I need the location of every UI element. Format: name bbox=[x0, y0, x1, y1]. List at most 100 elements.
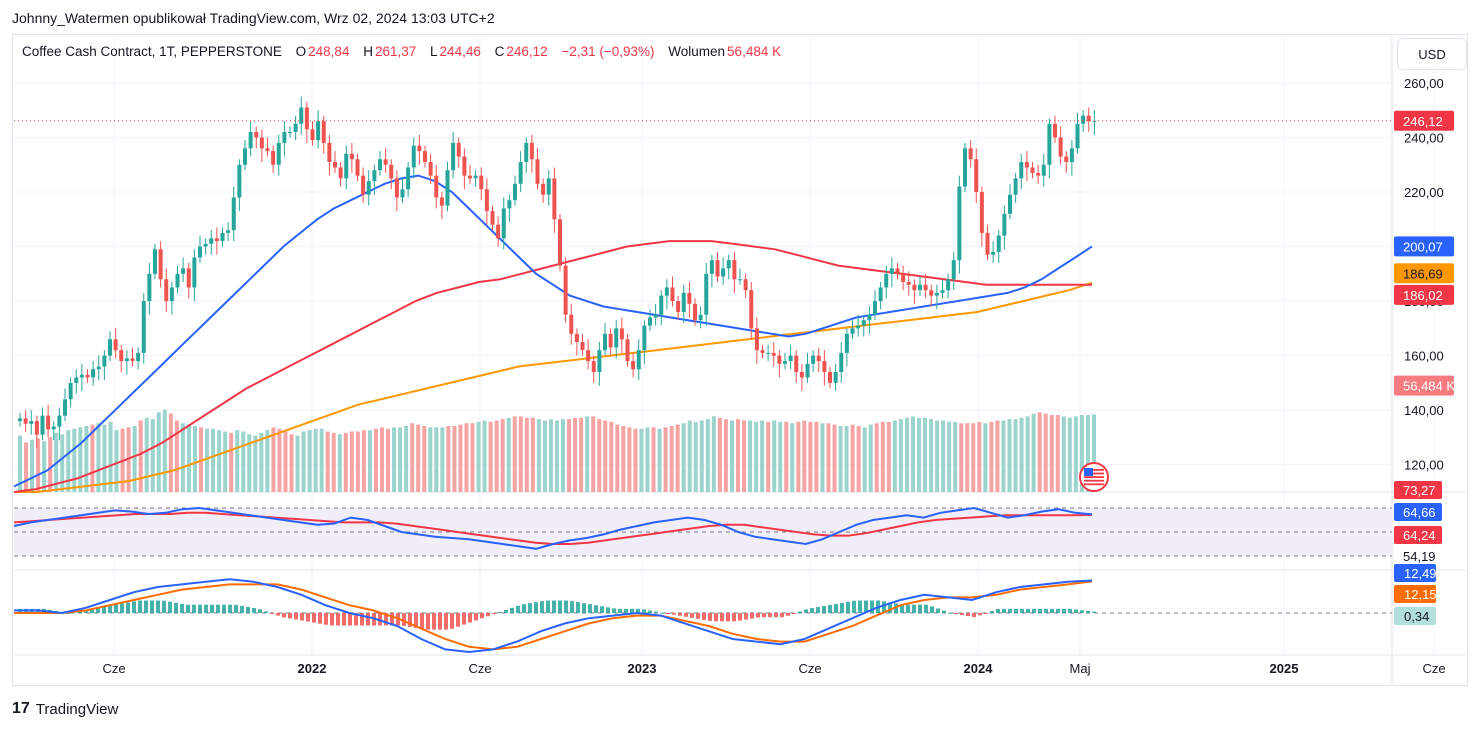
volume-bar bbox=[168, 413, 173, 492]
volume-bar bbox=[959, 423, 964, 492]
macd-histogram-bar bbox=[690, 613, 694, 618]
macd-histogram-bar bbox=[144, 600, 148, 613]
macd-histogram-bar bbox=[702, 613, 706, 620]
candle-body bbox=[777, 355, 782, 364]
tradingview-logo-icon[interactable]: 17 bbox=[12, 700, 30, 717]
macd-histogram-bar bbox=[696, 613, 700, 619]
candle-body bbox=[1008, 194, 1012, 214]
candle-body bbox=[259, 137, 264, 149]
tradingview-brand[interactable]: TradingView bbox=[35, 700, 119, 718]
symbol-name[interactable]: Coffee Cash Contract, 1T, PEPPERSTONE bbox=[22, 44, 282, 59]
candle-body bbox=[631, 361, 636, 370]
candle-body bbox=[108, 339, 112, 356]
macd-histogram-bar bbox=[900, 604, 904, 613]
volume-bar bbox=[524, 417, 529, 492]
volume-bar bbox=[561, 419, 566, 492]
volume-bar bbox=[307, 430, 312, 492]
candle-body bbox=[991, 252, 996, 255]
volume-bar bbox=[434, 427, 439, 492]
candle-body bbox=[760, 350, 765, 353]
macd-histogram-bar bbox=[558, 600, 562, 613]
candle-body bbox=[1058, 137, 1063, 157]
volume-bar bbox=[247, 434, 252, 492]
candle-body bbox=[51, 426, 56, 430]
volume-bar bbox=[796, 421, 801, 492]
macd-histogram-bar bbox=[522, 604, 526, 613]
candle-body bbox=[74, 377, 79, 383]
volume-bar bbox=[935, 420, 940, 492]
macd-signal-line bbox=[14, 580, 1093, 651]
macd-histogram-bar bbox=[984, 613, 988, 614]
macd-tag-label: 12,15 bbox=[1404, 587, 1437, 602]
volume-bar bbox=[60, 434, 65, 492]
volume-bar bbox=[910, 416, 915, 492]
candle-body bbox=[878, 287, 883, 302]
candle-body bbox=[963, 148, 967, 187]
candle-body bbox=[1019, 162, 1024, 179]
candle-body bbox=[799, 372, 804, 378]
rsi-tag-label: 64,24 bbox=[1403, 528, 1436, 543]
volume-bar bbox=[621, 426, 626, 492]
volume-bar bbox=[880, 421, 885, 492]
candle-body bbox=[1030, 167, 1035, 173]
candle-body bbox=[96, 366, 101, 370]
volume-bar bbox=[265, 430, 270, 492]
volume-bar bbox=[862, 427, 867, 492]
macd-histogram-bar bbox=[924, 604, 928, 613]
candle-body bbox=[822, 361, 827, 372]
rsi-tag bbox=[1394, 481, 1442, 499]
volume-bar bbox=[579, 417, 584, 492]
macd-histogram-bar bbox=[258, 609, 262, 613]
volume-bar bbox=[826, 423, 831, 492]
macd-histogram-bar bbox=[306, 613, 310, 622]
volume-bar bbox=[971, 423, 976, 492]
macd-histogram-bar bbox=[684, 613, 688, 617]
candle-body bbox=[709, 260, 714, 274]
volume-bar bbox=[603, 420, 608, 492]
macd-histogram-bar bbox=[402, 613, 406, 626]
currency-button[interactable]: USD bbox=[1397, 38, 1467, 70]
macd-histogram-bar bbox=[234, 604, 238, 613]
macd-histogram-bar bbox=[978, 613, 982, 616]
candle-body bbox=[636, 350, 641, 370]
price-tick-label: 140,00 bbox=[1404, 403, 1444, 418]
volume-bar bbox=[229, 432, 234, 492]
volume-bar bbox=[138, 420, 143, 492]
open-label: O bbox=[295, 44, 307, 59]
candle-body bbox=[895, 268, 900, 274]
candle-body bbox=[754, 328, 759, 351]
volume-bar bbox=[84, 426, 89, 492]
macd-histogram-bar bbox=[810, 608, 814, 613]
volume-bar bbox=[651, 427, 656, 492]
candle-body bbox=[586, 350, 591, 362]
candle-body bbox=[574, 333, 579, 342]
macd-histogram-bar bbox=[798, 611, 802, 613]
candle-body bbox=[198, 246, 202, 258]
macd-histogram-bar bbox=[336, 613, 340, 626]
volume-bar bbox=[386, 428, 391, 492]
price-tag bbox=[1394, 284, 1454, 305]
macd-histogram-bar bbox=[114, 604, 118, 613]
volume-bar bbox=[349, 431, 354, 492]
price-tag-label: 56,484 K bbox=[1403, 379, 1455, 394]
candle-body bbox=[366, 181, 371, 195]
rsi-tag bbox=[1394, 503, 1442, 521]
candle-body bbox=[451, 142, 456, 171]
volume-bar bbox=[627, 427, 632, 492]
candle-body bbox=[1047, 123, 1052, 165]
time-tick-label: 2024 bbox=[964, 661, 994, 676]
candle-body bbox=[243, 148, 247, 165]
candle-body bbox=[490, 211, 495, 225]
volume-bar bbox=[1037, 412, 1042, 492]
volume-bar bbox=[916, 417, 921, 492]
candle-body bbox=[912, 284, 917, 291]
volume-bar bbox=[380, 427, 385, 492]
volume-bar bbox=[663, 427, 668, 492]
macd-histogram-bar bbox=[918, 604, 922, 613]
macd-histogram-bar bbox=[1056, 608, 1060, 613]
macd-pane: 12,49 12,15 0,34 bbox=[14, 564, 1437, 654]
candle-body bbox=[361, 175, 366, 195]
volume-bar bbox=[1079, 415, 1084, 492]
